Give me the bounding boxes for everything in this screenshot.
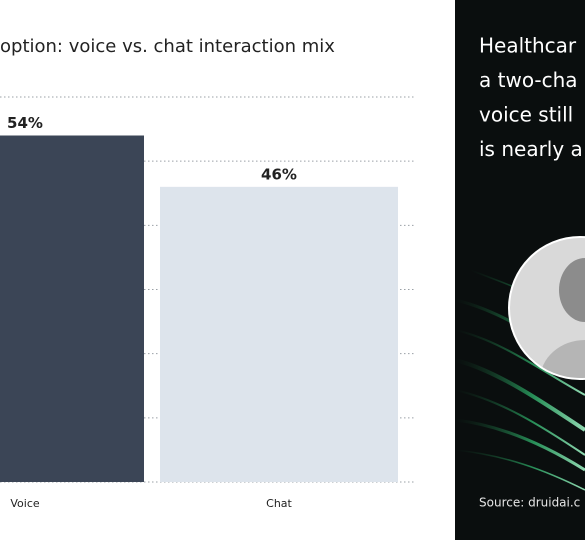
bar: [160, 186, 398, 483]
value-label: 54%: [7, 114, 43, 132]
source: Source: druidai.c: [479, 496, 580, 510]
bar: [0, 135, 144, 482]
chart-title: option: voice vs. chat interaction mix: [0, 36, 335, 57]
panel-line: a two-cha: [479, 68, 578, 92]
x-tick-label: Chat: [266, 497, 292, 510]
x-tick-label: Voice: [10, 497, 40, 510]
panel-line: voice still: [479, 103, 573, 127]
value-label: 46%: [261, 165, 297, 183]
panel-line: Healthcar: [479, 34, 577, 58]
panel-line: is nearly a: [479, 137, 583, 161]
